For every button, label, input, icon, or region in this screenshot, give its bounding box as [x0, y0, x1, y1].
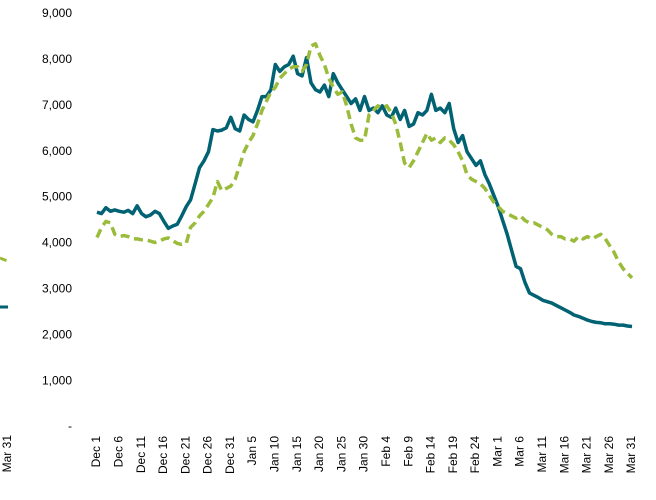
- y-tick-label: 8,000: [42, 52, 72, 66]
- fragment-label: Mar 31: [0, 435, 14, 473]
- x-tick-label: Mar 26: [602, 436, 616, 474]
- x-tick-label: Dec 11: [134, 436, 148, 473]
- x-tick-label: Jan 10: [268, 436, 282, 472]
- x-tick-label: Mar 6: [513, 436, 527, 467]
- x-tick-label: Dec 6: [111, 436, 125, 468]
- x-tick-label: Dec 1: [89, 436, 103, 468]
- y-tick-label: 5,000: [42, 190, 72, 204]
- x-tick-label: Dec 16: [156, 436, 170, 474]
- series-line: [96, 54, 633, 329]
- y-tick-label: 9,000: [42, 6, 72, 20]
- x-tick-label: Dec 26: [201, 436, 215, 474]
- y-tick-label: 4,000: [42, 236, 72, 250]
- x-tick-label: Jan 15: [290, 436, 304, 472]
- fragment-line: [0, 256, 11, 264]
- y-tick-label: 2,000: [42, 327, 72, 341]
- x-tick-label: Mar 11: [535, 436, 549, 473]
- x-tick-label: Mar 16: [557, 436, 571, 474]
- x-tick-label: Jan 30: [357, 436, 371, 472]
- x-tick-label: Dec 31: [223, 436, 237, 474]
- y-tick-label: 3,000: [42, 282, 72, 296]
- x-tick-label: Feb 19: [446, 436, 460, 474]
- y-tick-label: 6,000: [42, 144, 72, 158]
- x-tick-label: Jan 20: [312, 436, 326, 472]
- series-line: [95, 42, 634, 280]
- x-tick-label: Feb 9: [401, 436, 415, 467]
- x-tick-label: Mar 21: [580, 436, 594, 474]
- x-tick-label: Mar 31: [624, 436, 638, 474]
- x-tick-label: Feb 14: [424, 436, 438, 474]
- x-tick-label: Jan 25: [334, 436, 348, 472]
- y-tick-label: -: [68, 419, 72, 433]
- x-tick-label: Mar 1: [490, 436, 504, 467]
- x-tick-label: Jan 5: [245, 436, 259, 466]
- x-tick-label: Feb 24: [468, 436, 482, 474]
- x-tick-label: Dec 21: [178, 436, 192, 474]
- y-tick-label: 1,000: [42, 373, 72, 387]
- y-tick-label: 7,000: [42, 98, 72, 112]
- x-tick-label: Feb 4: [379, 436, 393, 467]
